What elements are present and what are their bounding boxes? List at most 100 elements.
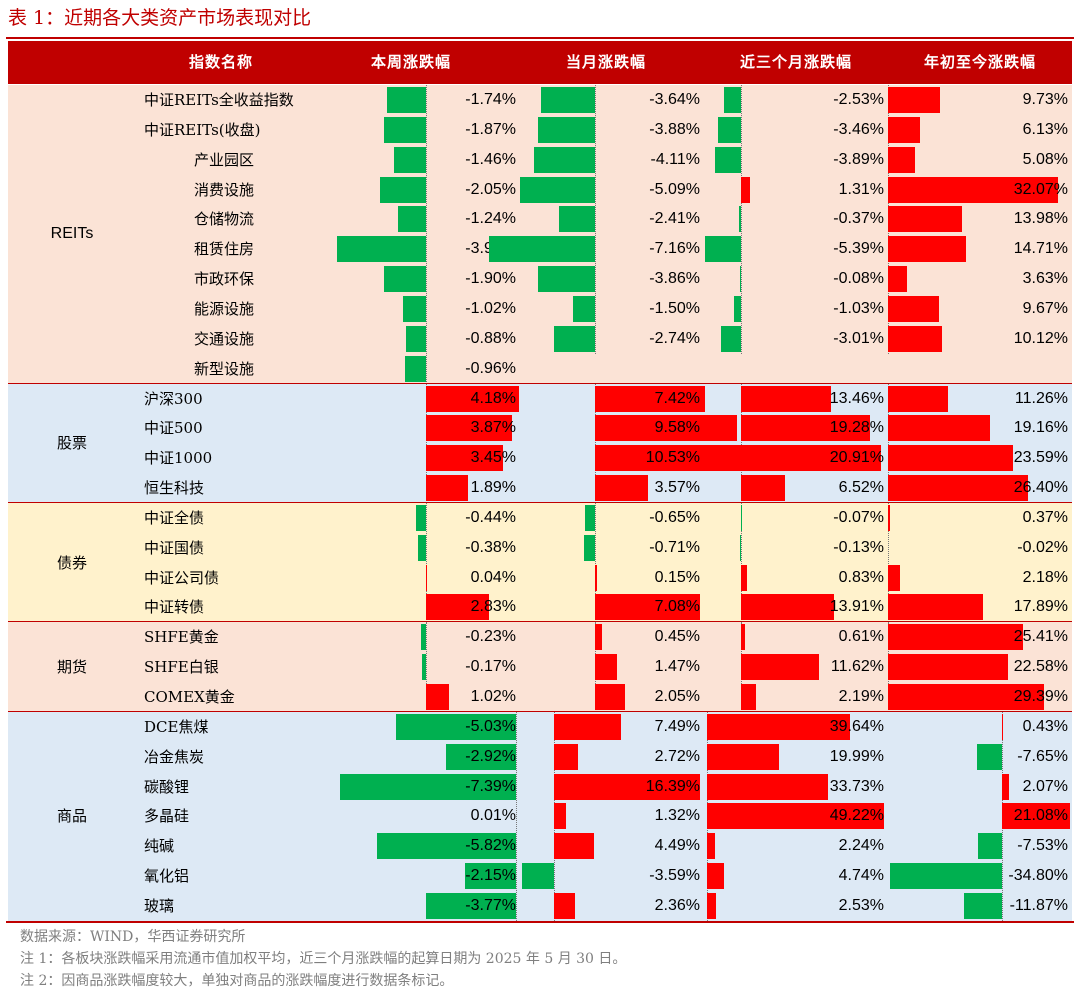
table-body: REITs 中证REITs全收益指数 -1.74% -3.64% -2.53% 9.73%…	[8, 85, 1072, 921]
ytd-change-value: 25.41%	[1013, 628, 1068, 646]
week-change-bar	[403, 295, 426, 322]
zero-axis	[888, 502, 889, 623]
ytd-change-value: 9.67%	[1022, 299, 1068, 317]
week-change-bar	[383, 266, 426, 293]
ytd-change-value: 10.12%	[1013, 329, 1068, 347]
zero-axis	[426, 383, 427, 503]
three-month-change-bar	[741, 176, 750, 203]
three-month-change-value: 2.53%	[838, 896, 884, 914]
month-change-value: -4.11%	[650, 150, 700, 168]
week-change-value: -1.74%	[465, 91, 516, 108]
index-name: 沪深300	[144, 389, 203, 408]
three-month-change-bar	[741, 564, 747, 591]
index-name: 新型设施	[194, 359, 255, 378]
bottom-rule	[6, 921, 1074, 923]
week-change-value: 0.01%	[470, 807, 516, 825]
week-change-value: -2.05%	[465, 180, 516, 198]
three-month-change-value: 4.74%	[838, 867, 884, 885]
three-month-change-value: -1.03%	[833, 299, 884, 317]
ytd-change-value: 22.58%	[1013, 658, 1068, 676]
index-name: DCE焦煤	[144, 717, 209, 736]
ytd-change-bar	[888, 445, 1014, 472]
three-month-change-value: 39.64%	[829, 717, 884, 735]
index-name: 租赁住房	[194, 240, 255, 259]
ytd-change-value: -34.80%	[1008, 867, 1068, 885]
zero-axis	[888, 383, 889, 503]
week-change-value: -5.82%	[465, 837, 516, 855]
index-name: 中证REITs全收益指数	[144, 91, 294, 109]
week-change-bar	[426, 594, 489, 621]
week-change-bar	[406, 325, 426, 352]
week-change-bar	[426, 415, 512, 442]
three-month-change-bar	[707, 743, 779, 770]
month-change-bar	[595, 415, 737, 442]
table-caption: 表 1：近期各大类资产市场表现对比	[8, 7, 312, 29]
week-change-bar	[446, 743, 516, 770]
three-month-change-bar	[707, 892, 717, 919]
ytd-change-value: 0.43%	[1022, 717, 1068, 735]
index-name: 中证REITs(收盘)	[144, 120, 261, 139]
header-week-change: 本周涨跌幅	[370, 53, 451, 71]
ytd-change-bar	[888, 206, 963, 233]
month-change-value: 1.47%	[654, 658, 700, 676]
ytd-change-bar	[888, 176, 1058, 203]
week-change-bar	[426, 684, 449, 710]
month-change-bar	[537, 116, 595, 143]
ytd-change-bar	[888, 236, 966, 263]
three-month-change-bar	[738, 206, 741, 233]
group-label: REITs	[50, 225, 94, 243]
index-name: 中证公司债	[144, 568, 220, 587]
three-month-change-bar	[707, 773, 829, 800]
month-change-bar	[595, 594, 700, 621]
zero-axis	[595, 502, 596, 623]
month-change-bar	[595, 564, 598, 591]
zero-axis	[426, 502, 427, 623]
ytd-change-bar	[888, 624, 1023, 651]
zero-axis	[595, 85, 596, 354]
source-note: 数据来源：WIND，华西证券研究所	[20, 929, 246, 945]
month-change-value: -3.59%	[649, 867, 700, 885]
month-change-bar	[534, 146, 595, 173]
index-name: 恒生科技	[144, 479, 205, 498]
week-change-value: 3.87%	[470, 419, 516, 437]
three-month-change-value: -5.39%	[833, 240, 884, 258]
week-change-bar	[422, 654, 426, 681]
week-change-value: -1.02%	[465, 299, 516, 317]
ytd-change-bar	[890, 863, 1003, 890]
zero-axis	[595, 383, 596, 503]
group-label: 债券	[56, 553, 87, 572]
month-change-bar	[553, 803, 566, 830]
month-change-bar	[595, 684, 626, 710]
three-month-change-bar	[741, 415, 871, 442]
month-change-value: -0.65%	[649, 508, 700, 526]
ytd-change-bar	[888, 116, 921, 143]
ytd-change-bar	[1002, 773, 1009, 800]
three-month-change-bar	[717, 116, 741, 143]
three-month-change-value: 2.19%	[838, 688, 884, 705]
index-name: 交通设施	[194, 329, 255, 348]
month-change-bar	[584, 534, 595, 561]
month-change-bar	[585, 504, 595, 531]
three-month-change-bar	[741, 385, 832, 412]
month-change-bar	[595, 385, 705, 412]
month-change-value: -1.50%	[649, 299, 700, 317]
month-change-value: -3.86%	[649, 270, 700, 288]
three-month-change-bar	[741, 654, 819, 681]
index-name: 能源设施	[194, 299, 255, 318]
three-month-change-value: 13.91%	[829, 598, 884, 616]
week-change-value: -1.87%	[465, 120, 516, 138]
week-change-value: -1.90%	[465, 270, 516, 288]
month-change-value: -3.64%	[649, 91, 700, 108]
week-change-value: -0.38%	[465, 538, 516, 556]
month-change-bar	[595, 624, 602, 651]
week-change-value: -2.92%	[465, 747, 516, 765]
group-label: 期货	[56, 658, 87, 677]
month-change-bar	[595, 475, 648, 502]
week-change-bar	[426, 475, 468, 502]
week-change-bar	[426, 564, 427, 591]
three-month-change-bar	[741, 594, 835, 621]
table-header: 指数名称 本周涨跌幅 当月涨跌幅 近三个月涨跌幅 年初至今涨跌幅	[8, 41, 1072, 84]
three-month-change-bar	[740, 534, 741, 561]
three-month-change-value: -3.89%	[833, 150, 884, 168]
week-change-bar	[464, 863, 516, 890]
